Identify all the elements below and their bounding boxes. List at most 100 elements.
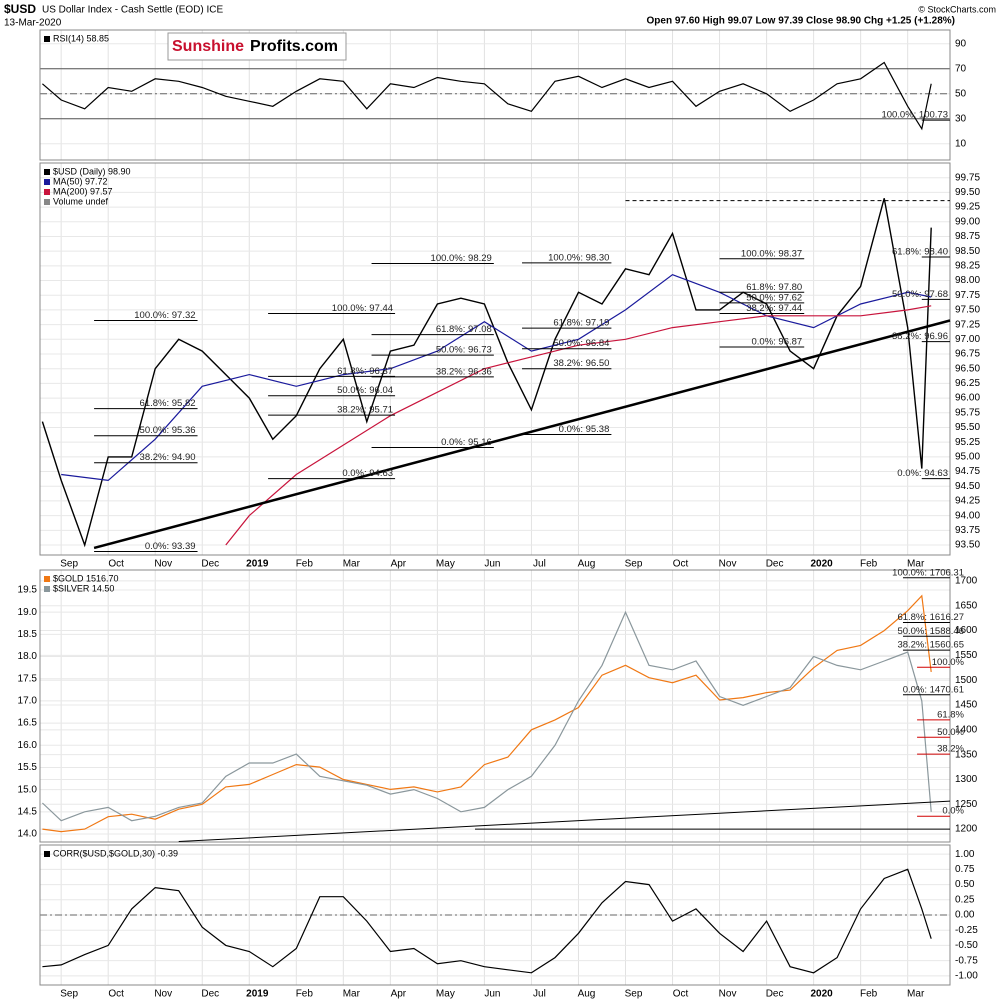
y-tick-label: 97.75	[955, 290, 980, 301]
x-tick-label: Jun	[484, 559, 500, 570]
x-tick-label: Mar	[907, 559, 925, 570]
y-tick-label: 1300	[955, 774, 978, 785]
y-tick-label: 98.75	[955, 231, 980, 242]
y-tick-label: 99.00	[955, 216, 980, 227]
fib-label: 38.2%: 1560.65	[897, 640, 964, 651]
y-tick-label: 18.5	[18, 629, 38, 640]
y-tick-label: 99.50	[955, 187, 980, 198]
x-tick-label: Sep	[60, 559, 78, 570]
fib-label: 38.2%: 94.90	[140, 452, 196, 463]
x-tick-label: Dec	[766, 989, 784, 1000]
y-tick-label: 1500	[955, 675, 978, 686]
fib-label: 100.0%: 97.32	[134, 310, 195, 321]
x-tick-label: Oct	[673, 559, 689, 570]
fib-label: 61.8%: 95.82	[140, 398, 196, 409]
fib-label: 100.0%: 98.29	[431, 253, 492, 264]
y-tick-label: -0.75	[955, 955, 978, 966]
legend-swatch	[44, 586, 50, 592]
ohlc-summary: Open 97.60 High 99.07 Low 97.39 Close 98…	[647, 16, 955, 27]
x-tick-label: Dec	[766, 559, 784, 570]
x-tick-label: Aug	[578, 989, 596, 1000]
y-tick-label: 98.00	[955, 275, 980, 286]
x-tick-label: Sep	[625, 559, 643, 570]
legend-label: MA(50) 97.72	[53, 176, 108, 186]
series-line	[42, 868, 932, 974]
x-tick-label: Feb	[296, 989, 314, 1000]
y-tick-label: 97.50	[955, 305, 980, 316]
x-tick-label: Dec	[201, 559, 219, 570]
y-tick-label: 1400	[955, 724, 978, 735]
logo-box	[167, 32, 347, 61]
fib-label: 50.0%: 96.04	[337, 385, 393, 396]
legend-label: Volume undef	[53, 196, 109, 206]
y-tick-label: 19.5	[18, 585, 38, 596]
y-tick-label: 93.50	[955, 540, 980, 551]
x-tick-label: Nov	[154, 989, 172, 1000]
x-tick-label: Nov	[719, 559, 737, 570]
x-tick-label: Nov	[719, 989, 737, 1000]
legend-swatch	[44, 851, 50, 857]
x-tick-label: Mar	[907, 989, 925, 1000]
legend-label: CORR($USD,$GOLD,30) -0.39	[53, 848, 178, 858]
x-tick-label: May	[436, 989, 455, 1000]
y-tick-label: 1650	[955, 600, 978, 611]
legend-label: $SILVER 14.50	[53, 583, 114, 593]
y-tick-label: 94.25	[955, 496, 980, 507]
x-tick-label: 2019	[246, 559, 269, 570]
y-tick-label: 1450	[955, 700, 978, 711]
y-tick-label: 95.25	[955, 437, 980, 448]
x-tick-label: Oct	[108, 989, 124, 1000]
source: © StockCharts.com	[918, 4, 996, 14]
y-tick-label: 96.50	[955, 363, 980, 374]
fib-label: 61.8%	[937, 709, 964, 720]
y-tick-label: 98.25	[955, 260, 980, 271]
fib-label: 100.0%: 98.37	[741, 248, 802, 259]
y-tick-label: 14.5	[18, 806, 38, 817]
x-tick-label: Oct	[673, 989, 689, 1000]
y-tick-label: 10	[955, 138, 967, 149]
y-tick-label: 15.0	[18, 784, 38, 795]
y-tick-label: 95.50	[955, 422, 980, 433]
legend-swatch	[44, 36, 50, 42]
series-line	[41, 610, 932, 822]
fib-label: 0.0%: 94.63	[342, 468, 393, 479]
y-tick-label: 19.0	[18, 607, 38, 618]
y-tick-label: 18.0	[18, 651, 38, 662]
y-tick-label: 99.75	[955, 172, 980, 183]
y-tick-label: 1.00	[955, 849, 975, 860]
x-tick-label: Aug	[578, 559, 596, 570]
x-tick-label: Nov	[154, 559, 172, 570]
series-line	[225, 305, 932, 546]
y-tick-label: 0.50	[955, 879, 975, 890]
y-tick-label: -0.50	[955, 940, 978, 951]
series-line	[42, 594, 932, 833]
fib-label: 61.8%: 96.37	[337, 366, 393, 377]
y-tick-label: -1.00	[955, 971, 978, 982]
y-tick-label: 96.75	[955, 349, 980, 360]
plots: 10 30 50 70 90 RSI(14) 58.85 Sep Oct Nov Dec 2019 F…	[18, 29, 980, 1000]
panel-frame	[39, 29, 951, 161]
fib-label: 38.2%: 96.36	[436, 366, 492, 377]
y-tick-label: 16.5	[18, 718, 38, 729]
fib-label: 0.0%: 96.87	[751, 336, 802, 347]
fib-label: 50.0%: 97.62	[746, 292, 802, 303]
y-tick-label: 94.50	[955, 481, 980, 492]
fib-label: 0.0%: 94.63	[897, 468, 948, 479]
y-tick-label: 1250	[955, 799, 978, 810]
fib-label: 0.0%: 95.38	[559, 424, 610, 435]
y-tick-label: 16.0	[18, 740, 38, 751]
instrument-name: US Dollar Index - Cash Settle (EOD) ICE	[42, 5, 223, 16]
logo-black: Profits.com	[250, 38, 338, 55]
y-tick-label: 0.00	[955, 910, 975, 921]
fib-label: 38.2%: 96.50	[553, 358, 609, 369]
fib-label: 50.0%: 97.68	[892, 289, 948, 300]
y-tick-label: 14.0	[18, 829, 38, 840]
legend-label: $GOLD 1516.70	[53, 573, 119, 583]
y-tick-label: 70	[955, 63, 967, 74]
fib-label: 38.2%: 97.44	[746, 303, 802, 314]
y-tick-label: 0.25	[955, 894, 975, 905]
y-tick-label: 97.00	[955, 334, 980, 345]
y-tick-label: 97.25	[955, 319, 980, 330]
fib-label: 61.8%: 98.40	[892, 247, 948, 258]
x-tick-label: 2019	[246, 989, 269, 1000]
